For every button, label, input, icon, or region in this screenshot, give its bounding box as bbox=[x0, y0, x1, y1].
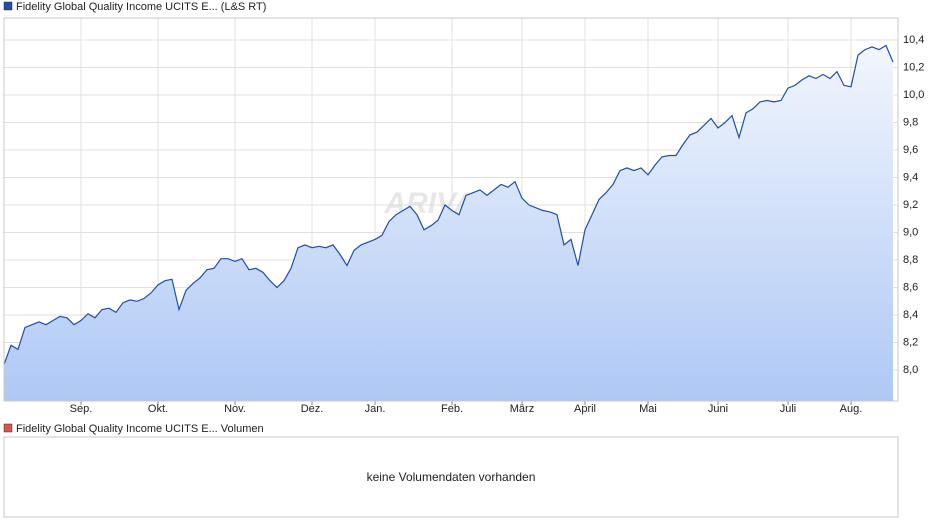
volume-plot-area bbox=[3, 436, 899, 518]
line bbox=[3, 44, 894, 365]
x-tick-label: April bbox=[574, 403, 596, 415]
x-tick-label: Feb. bbox=[441, 403, 463, 415]
area bbox=[4, 45, 893, 401]
y-tick-label: 8,6 bbox=[903, 281, 918, 293]
y-tick-label: 8,4 bbox=[903, 309, 918, 321]
x-tick-label: März bbox=[510, 403, 534, 415]
y-tick-label: 8,2 bbox=[903, 336, 918, 348]
plot-border bbox=[3, 17, 899, 402]
legend-label: Fidelity Global Quality Income UCITS E..… bbox=[16, 1, 266, 13]
x-tick-label: Jan. bbox=[365, 403, 386, 415]
legend-swatch bbox=[3, 423, 13, 433]
x-tick-label: Sep. bbox=[70, 403, 93, 415]
y-tick-label: 8,0 bbox=[903, 364, 918, 376]
legend-swatch bbox=[3, 1, 13, 11]
x-tick-label: Nov. bbox=[224, 403, 246, 415]
y-tick-label: 9,6 bbox=[903, 144, 918, 156]
y-tick-label: 9,2 bbox=[903, 199, 918, 211]
y-tick-label: 9,4 bbox=[903, 171, 918, 183]
y-tick-label: 10,0 bbox=[903, 89, 924, 101]
x-tick-label: Mai bbox=[639, 403, 657, 415]
x-tick-label: Juni bbox=[708, 403, 728, 415]
y-tick-label: 9,8 bbox=[903, 116, 918, 128]
y-tick-label: 9,0 bbox=[903, 226, 918, 238]
x-tick-label: Okt. bbox=[148, 403, 168, 415]
x-tick-label: Aug. bbox=[840, 403, 863, 415]
y-tick-label: 10,4 bbox=[903, 34, 924, 46]
y-tick-label: 10,2 bbox=[903, 61, 924, 73]
legend-label: Fidelity Global Quality Income UCITS E..… bbox=[16, 423, 264, 435]
y-tick-label: 8,8 bbox=[903, 254, 918, 266]
x-tick-label: Juli bbox=[780, 403, 797, 415]
x-tick-label: Dez. bbox=[301, 403, 324, 415]
annotation: keine Volumendaten vorhanden bbox=[367, 470, 536, 484]
